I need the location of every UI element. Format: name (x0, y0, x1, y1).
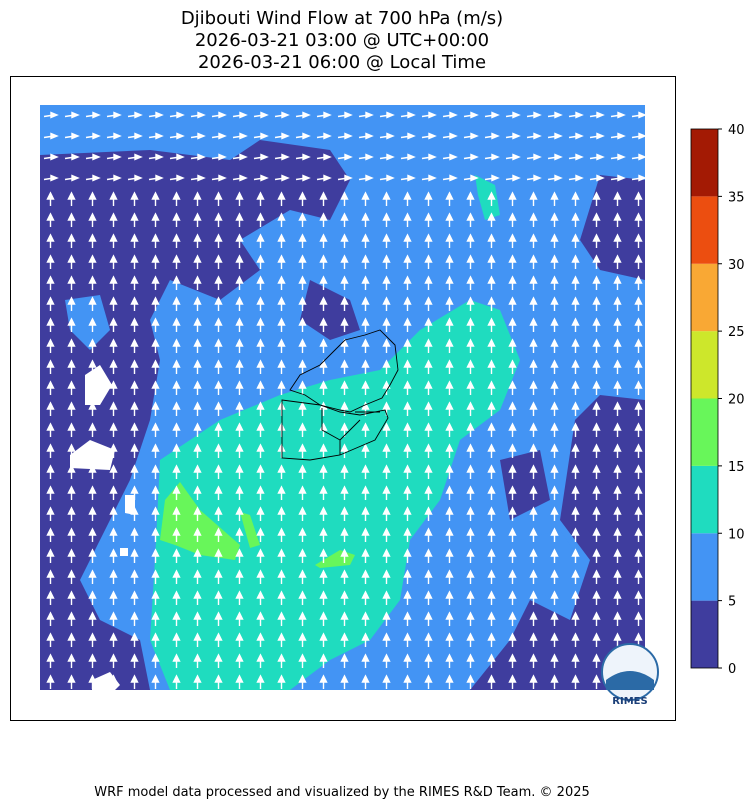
map-frame (10, 76, 676, 721)
colorbar-tick-label: 15 (728, 460, 745, 475)
title-line: 2026-03-21 06:00 @ Local Time (198, 52, 486, 73)
colorbar-segment (691, 398, 718, 466)
footer: WRF model data processed and visualized … (94, 785, 590, 800)
title-line: Djibouti Wind Flow at 700 hPa (m/s) (181, 8, 503, 29)
logo-text: RIMES (612, 696, 647, 707)
colorbar-tick-label: 30 (728, 258, 745, 273)
colorbar-tick-label: 40 (728, 123, 745, 138)
colorbar-segment (691, 331, 718, 399)
colorbar-segment (691, 196, 718, 264)
colorbar-segment (691, 465, 718, 534)
colorbar-tick-label: 35 (728, 190, 745, 205)
colorbar-segment (691, 263, 718, 332)
colorbar-segment (691, 129, 718, 197)
wind-arrows (40, 105, 645, 190)
colorbar-tick-label: 20 (728, 393, 745, 408)
country-borders (281, 329, 399, 461)
colorbar-tick-label: 0 (728, 662, 736, 677)
title-line: 2026-03-21 03:00 @ UTC+00:00 (195, 30, 489, 51)
colorbar-tick-label: 5 (728, 595, 736, 610)
colorbar-tick-label: 10 (728, 527, 745, 542)
logo: RIMES (601, 643, 659, 707)
colorbar-tick-label: 25 (728, 325, 745, 340)
wind-arrows (40, 190, 645, 690)
wind-map (40, 105, 645, 690)
colorbar-segment (691, 600, 718, 668)
colorbar-segment (691, 533, 718, 601)
colorbar: 0 5 10 15 20 25 30 35 40 (690, 123, 745, 677)
